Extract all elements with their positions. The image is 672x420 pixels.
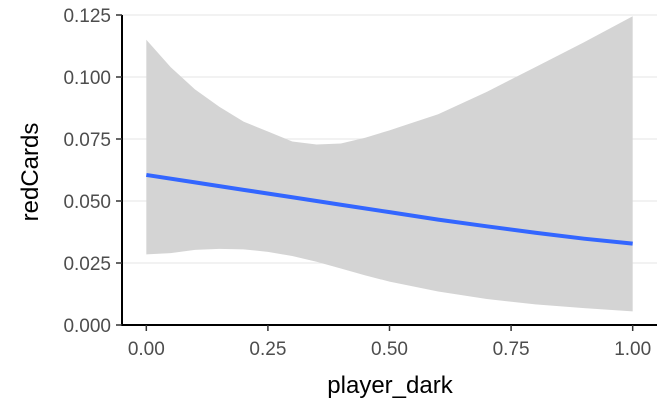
confidence-band-0 [146, 16, 633, 312]
y-tick-label-0: 0.000 [63, 316, 111, 337]
x-tick-label-3: 0.75 [493, 339, 530, 360]
y-tick-label-2: 0.050 [63, 192, 111, 213]
x-tick-label-1: 0.25 [249, 339, 286, 360]
y-tick-label-1: 0.025 [63, 254, 111, 275]
x-tick-label-4: 1.00 [614, 339, 651, 360]
y-tick-label-5: 0.125 [63, 6, 111, 27]
x-tick-label-2: 0.50 [371, 339, 408, 360]
ticks-layer: 0.000 0.025 0.050 0.075 0.100 0.125 0.00 0.25 0.… [63, 6, 651, 360]
fit-line-0 [146, 172, 633, 246]
x-tick-label-0: 0.00 [128, 339, 165, 360]
y-axis-title: redCards [17, 123, 44, 222]
y-tick-label-4: 0.100 [63, 68, 111, 89]
x-axis-title: player_dark [327, 372, 453, 399]
y-tick-label-3: 0.075 [63, 130, 111, 151]
confidence-band-layer [146, 16, 633, 312]
fit-line-layer [146, 172, 633, 246]
